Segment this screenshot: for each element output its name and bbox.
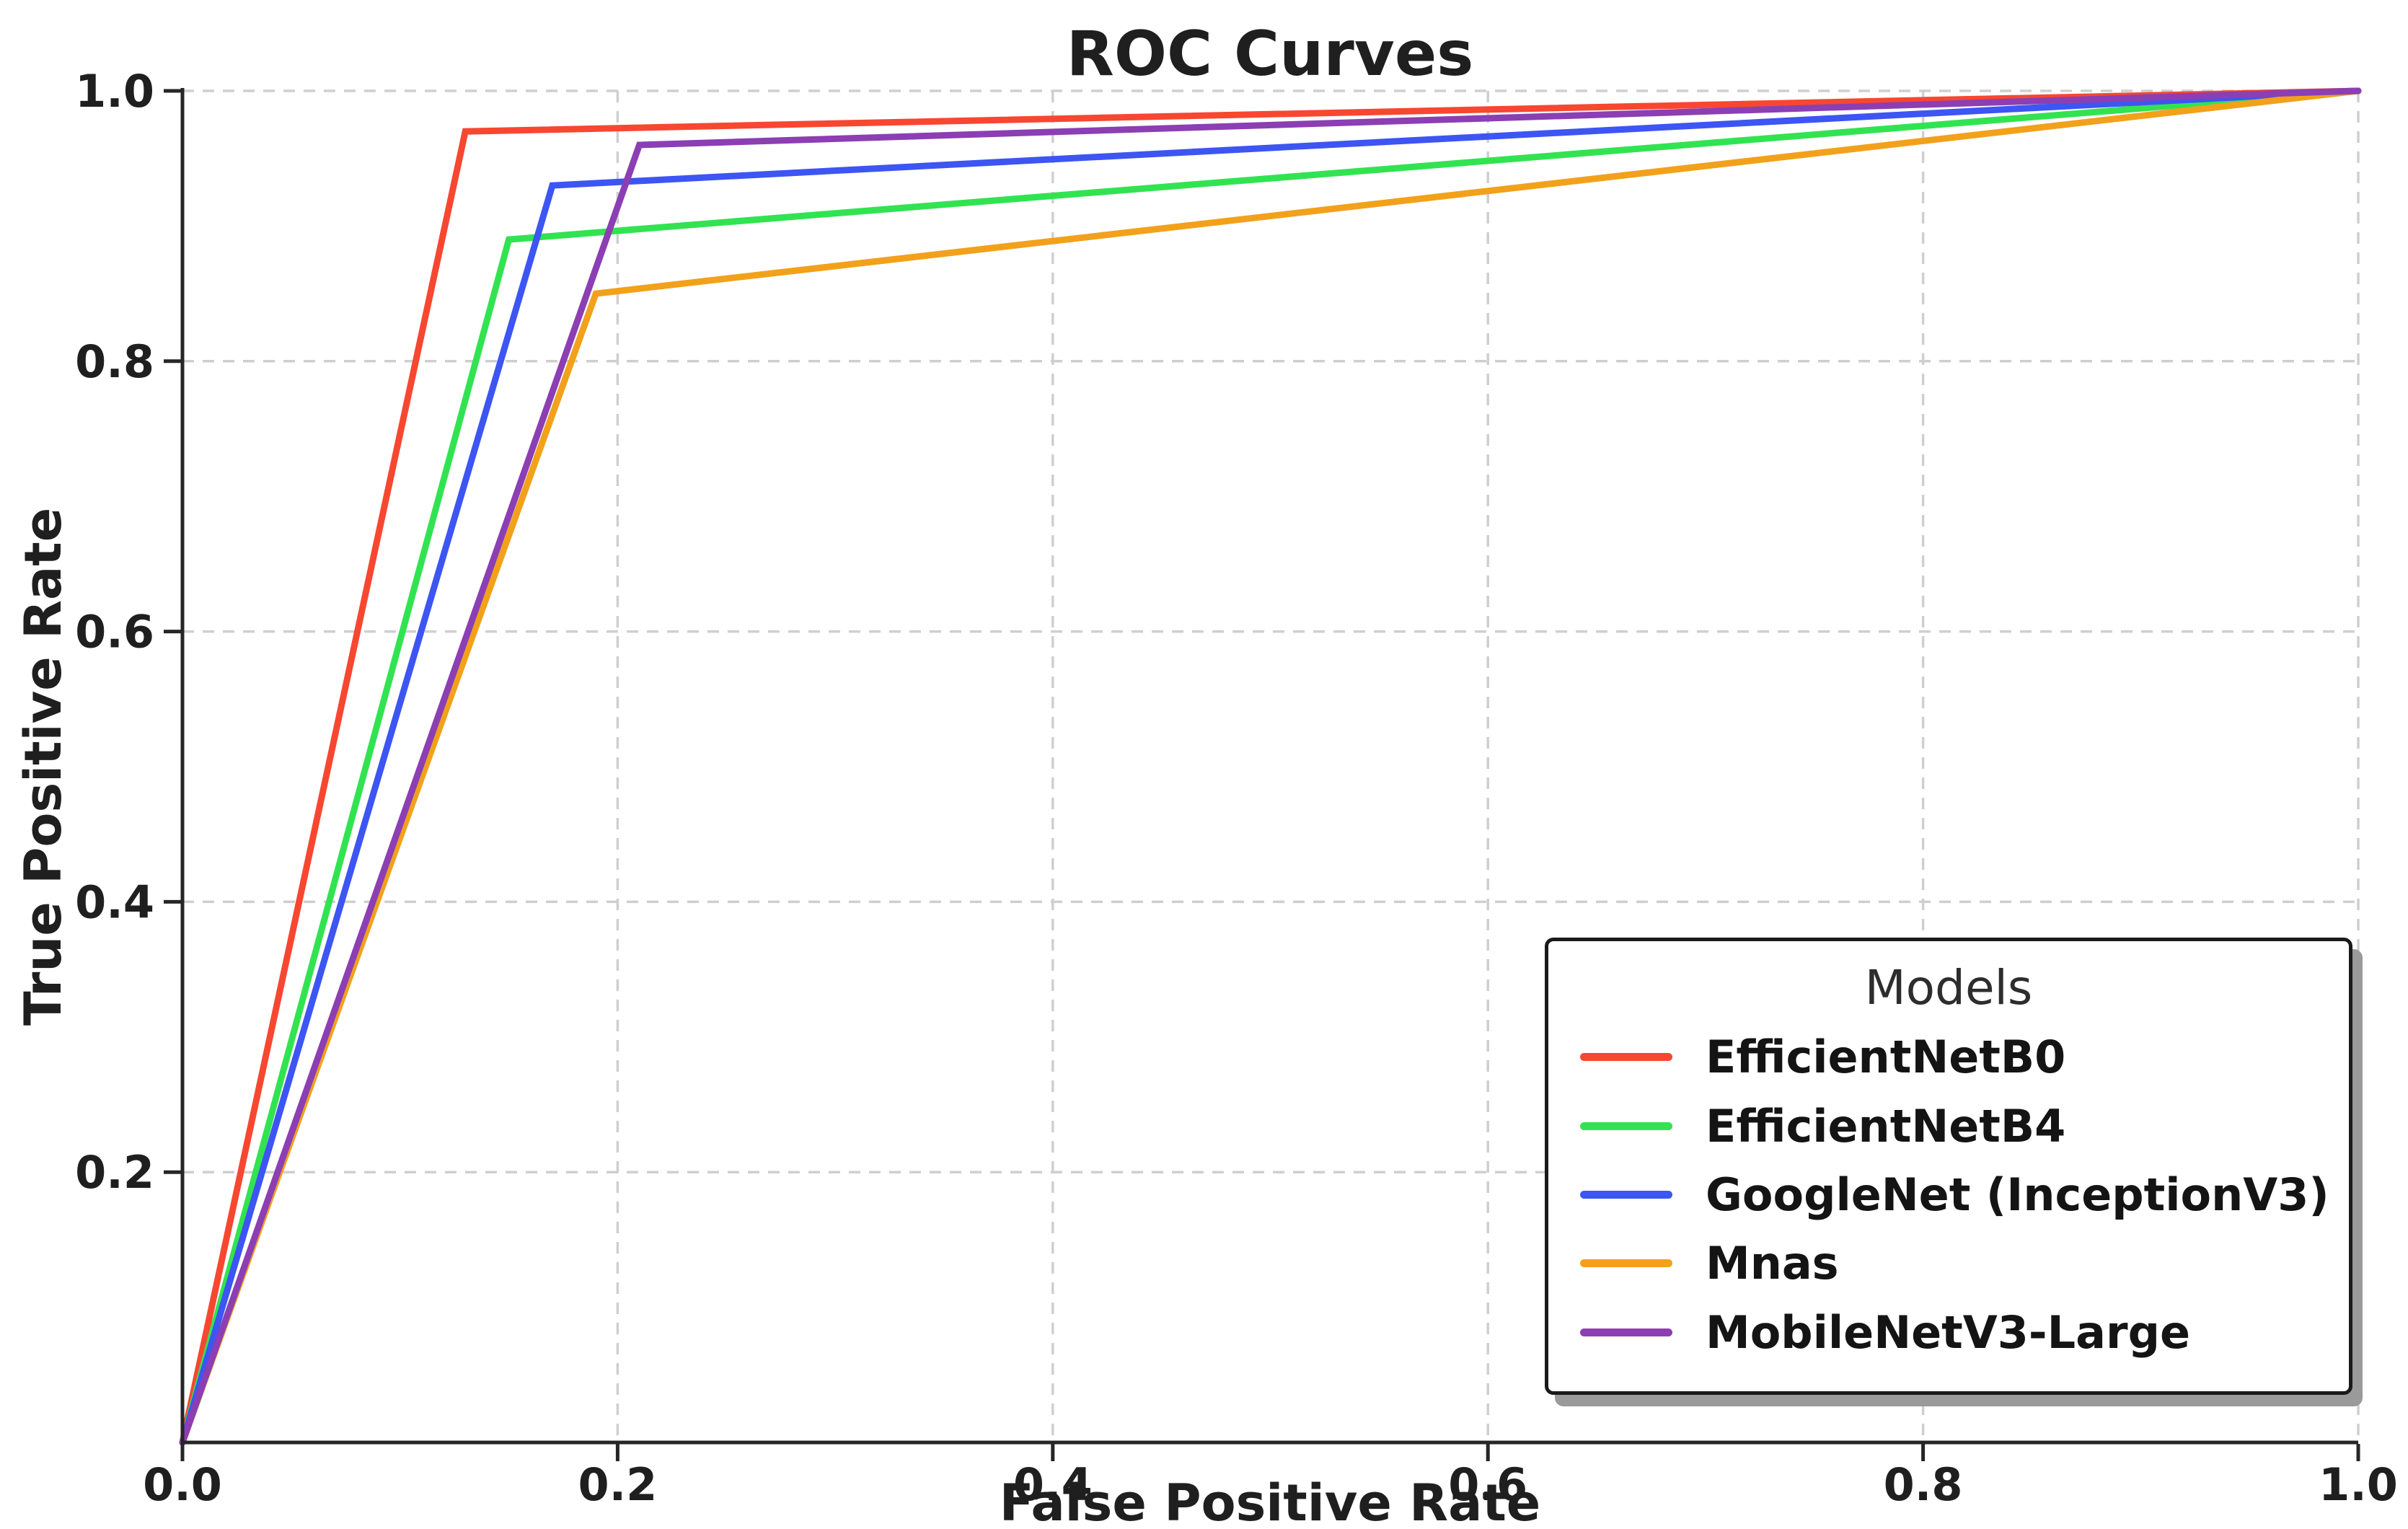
axis-tick-labels: 0.0 0.2 0.4 0.6 0.8 1.0 0.2 0.4 0.6 0.8 1.0 <box>75 65 2398 1511</box>
axis-spines <box>180 88 2358 1445</box>
legend: Models EfficientNetB0 EfficientNetB4 Googl… <box>1545 938 2352 1395</box>
legend-item: EfficientNetB0 <box>1580 1031 2317 1083</box>
y-tick-label: 1.0 <box>75 65 154 118</box>
roc-curve-googlenet-inceptionv3 <box>179 87 2362 1446</box>
legend-item-label: MobileNetV3-Large <box>1706 1305 2191 1359</box>
x-tick-label: 0.4 <box>1013 1458 1093 1511</box>
legend-item-label: Mnas <box>1706 1237 1839 1290</box>
roc-curve-mobilenetv3-large <box>179 87 2362 1446</box>
y-tick-label: 0.2 <box>75 1146 154 1199</box>
legend-item-label: GoogleNet (InceptionV3) <box>1706 1168 2329 1221</box>
legend-items: EfficientNetB0 EfficientNetB4 GoogleNet (I… <box>1580 1023 2329 1367</box>
legend-item: Mnas <box>1580 1237 2317 1290</box>
legend-swatch-line <box>1580 1259 1672 1268</box>
x-tick-label: 0.0 <box>143 1458 222 1511</box>
y-tick-label: 0.8 <box>75 335 154 388</box>
legend-swatch-line <box>1580 1122 1672 1130</box>
legend-swatch-line <box>1580 1328 1672 1336</box>
grid-lines <box>182 89 2360 1442</box>
legend-item: MobileNetV3-Large <box>1580 1306 2317 1359</box>
legend-item: GoogleNet (InceptionV3) <box>1580 1168 2329 1221</box>
x-tick-label: 0.2 <box>578 1458 657 1511</box>
legend-item-label: EfficientNetB0 <box>1706 1031 2066 1084</box>
x-axis-label: False Positive Rate <box>1000 1473 1541 1529</box>
axis-ticks <box>164 89 2360 1461</box>
y-tick-label: 0.4 <box>75 876 154 928</box>
y-axis-label: True Positive Rate <box>14 508 73 1026</box>
x-tick-label: 0.6 <box>1448 1458 1527 1511</box>
legend-swatch-line <box>1580 1053 1672 1062</box>
legend-item: EfficientNetB4 <box>1580 1100 2317 1153</box>
chart-title: ROC Curves <box>1067 18 1474 90</box>
roc-curve-efficientnetb4 <box>179 87 2362 1446</box>
legend-title: Models <box>1864 960 2033 1015</box>
roc-curve-efficientnetb0 <box>179 87 2362 1446</box>
x-tick-label: 0.8 <box>1884 1458 1963 1511</box>
roc-curves <box>179 87 2362 1446</box>
y-tick-label: 0.6 <box>75 606 154 658</box>
legend-swatch-line <box>1580 1190 1672 1199</box>
x-tick-label: 1.0 <box>2319 1458 2398 1511</box>
legend-item-label: EfficientNetB4 <box>1706 1099 2066 1153</box>
